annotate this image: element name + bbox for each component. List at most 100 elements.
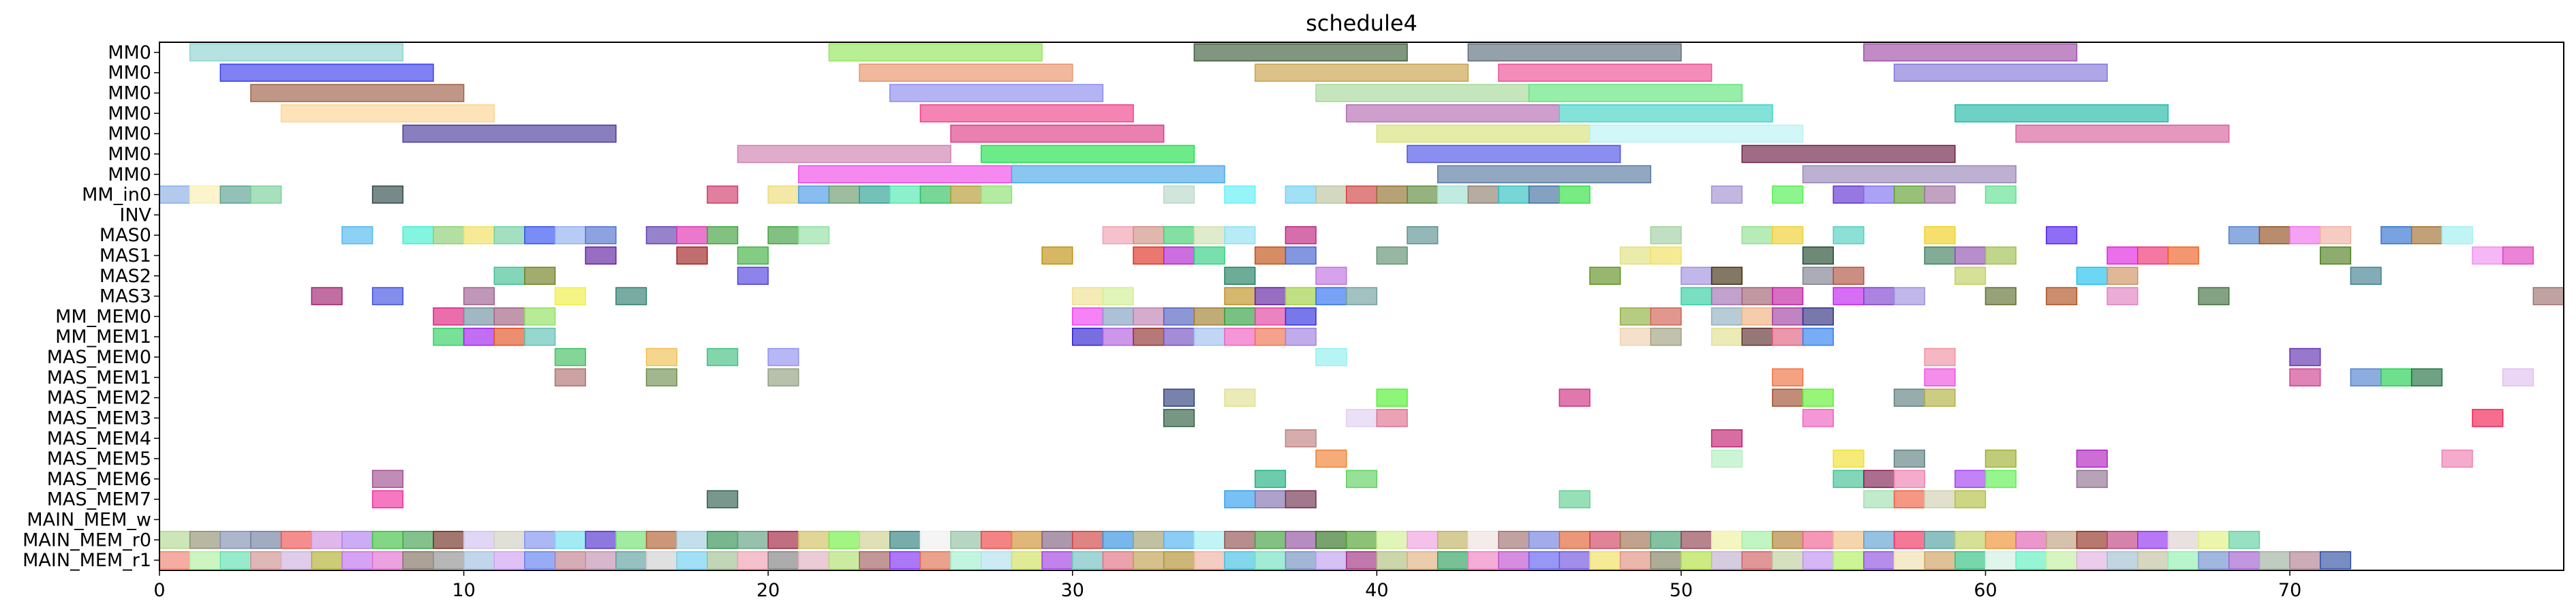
task-bar [1650,307,1682,326]
main-mem-r0-bar [371,531,404,549]
main-mem-r1-bar [2076,551,2108,570]
task-bar [1863,287,1895,305]
main-mem-r1-bar [1833,551,1865,570]
task-bar [1650,246,1682,265]
task-bar [1559,185,1591,204]
main-mem-r0-bar [1772,531,1804,549]
task-bar [2472,409,2504,427]
task-bar [1133,246,1165,265]
task-bar [1984,246,2017,265]
task-bar [219,185,251,204]
main-mem-r0-bar [1893,531,1925,549]
task-bar [2258,226,2290,245]
task-bar [1528,185,1561,204]
task-bar [1376,185,1408,204]
main-mem-r0-bar [2046,531,2078,549]
main-mem-r0-bar [1011,531,1043,549]
task-bar [2106,246,2138,265]
task-bar [1893,287,1925,305]
task-bar [1893,449,1925,468]
y-tick-label: MAS_MEM2 [47,388,151,409]
main-mem-r0-bar [341,531,373,549]
main-mem-r1-bar [2198,551,2230,570]
task-bar [1315,348,1347,367]
main-mem-r0-bar [2137,531,2169,549]
task-bar [1711,266,1743,286]
main-mem-r1-bar [1711,551,1743,570]
main-mem-r1-bar [219,551,251,570]
task-bar [889,84,1104,102]
task-bar [1102,226,1134,245]
task-bar [889,185,921,204]
task-bar [1224,226,1256,245]
task-bar [859,185,891,204]
task-bar [1741,307,1773,326]
main-mem-r0-bar [1224,531,1256,549]
task-bar [645,226,677,245]
task-bar [981,185,1013,204]
task-bar [2046,287,2078,305]
task-bar [1619,327,1652,346]
y-tick-label: MM0 [108,164,151,185]
task-bar [219,63,434,82]
main-mem-r1-bar [859,551,891,570]
task-bar [2441,449,2473,468]
task-bar [1741,226,1773,245]
main-mem-r1-bar [1285,551,1317,570]
main-mem-r0-bar [433,531,465,549]
task-bar [1924,348,1956,367]
task-bar [1011,165,1225,184]
main-mem-r1-bar [1102,551,1134,570]
task-bar [1802,327,1834,346]
plot-frame [159,42,2564,571]
task-bar [371,490,404,508]
task-bar [2350,368,2382,387]
task-bar [1345,185,1378,204]
task-bar [950,124,1165,143]
main-mem-r0-bar [1559,531,1591,549]
main-mem-r0-bar [1984,531,2017,549]
x-tick-label: 70 [2278,580,2301,601]
task-bar [2076,469,2108,489]
main-mem-r0-bar [1133,531,1165,549]
task-bar [1833,469,1865,489]
task-bar [1619,246,1652,265]
main-mem-r1-bar [889,551,921,570]
main-mem-r0-bar [1345,531,1378,549]
task-bar [2046,226,2078,245]
task-bar [2076,266,2108,286]
task-bar [1224,266,1256,286]
task-bar [1741,144,1956,164]
task-bar [2076,449,2108,468]
task-bar [1924,388,1956,407]
task-bar [1893,388,1925,407]
task-bar [1437,165,1652,184]
main-mem-r0-bar [919,531,951,549]
y-tick-label: MAS1 [99,245,151,266]
task-bar [1254,307,1287,326]
main-mem-r0-bar [1498,531,1530,549]
task-bar [2137,246,2169,265]
task-bar [1559,490,1591,508]
task-bar [1224,185,1256,204]
main-mem-r0-bar [2167,531,2199,549]
task-bar [1163,327,1195,346]
main-mem-r0-bar [889,531,921,549]
task-bar [1254,327,1287,346]
task-bar [1071,327,1104,346]
main-mem-r0-bar [1802,531,1834,549]
task-bar [1559,104,1773,123]
main-mem-r1-bar [1254,551,1287,570]
main-mem-r0-bar [950,531,982,549]
main-mem-r1-bar [1133,551,1165,570]
task-bar [2502,368,2534,387]
task-bar [767,185,799,204]
task-bar [1285,429,1317,448]
main-mem-r1-bar [2228,551,2260,570]
y-tick-label: MAS3 [99,286,151,307]
task-bar [798,226,830,245]
task-bar [1285,307,1317,326]
task-bar [1772,368,1804,387]
task-bar [1954,490,1987,508]
main-mem-r1-bar [1467,551,1499,570]
